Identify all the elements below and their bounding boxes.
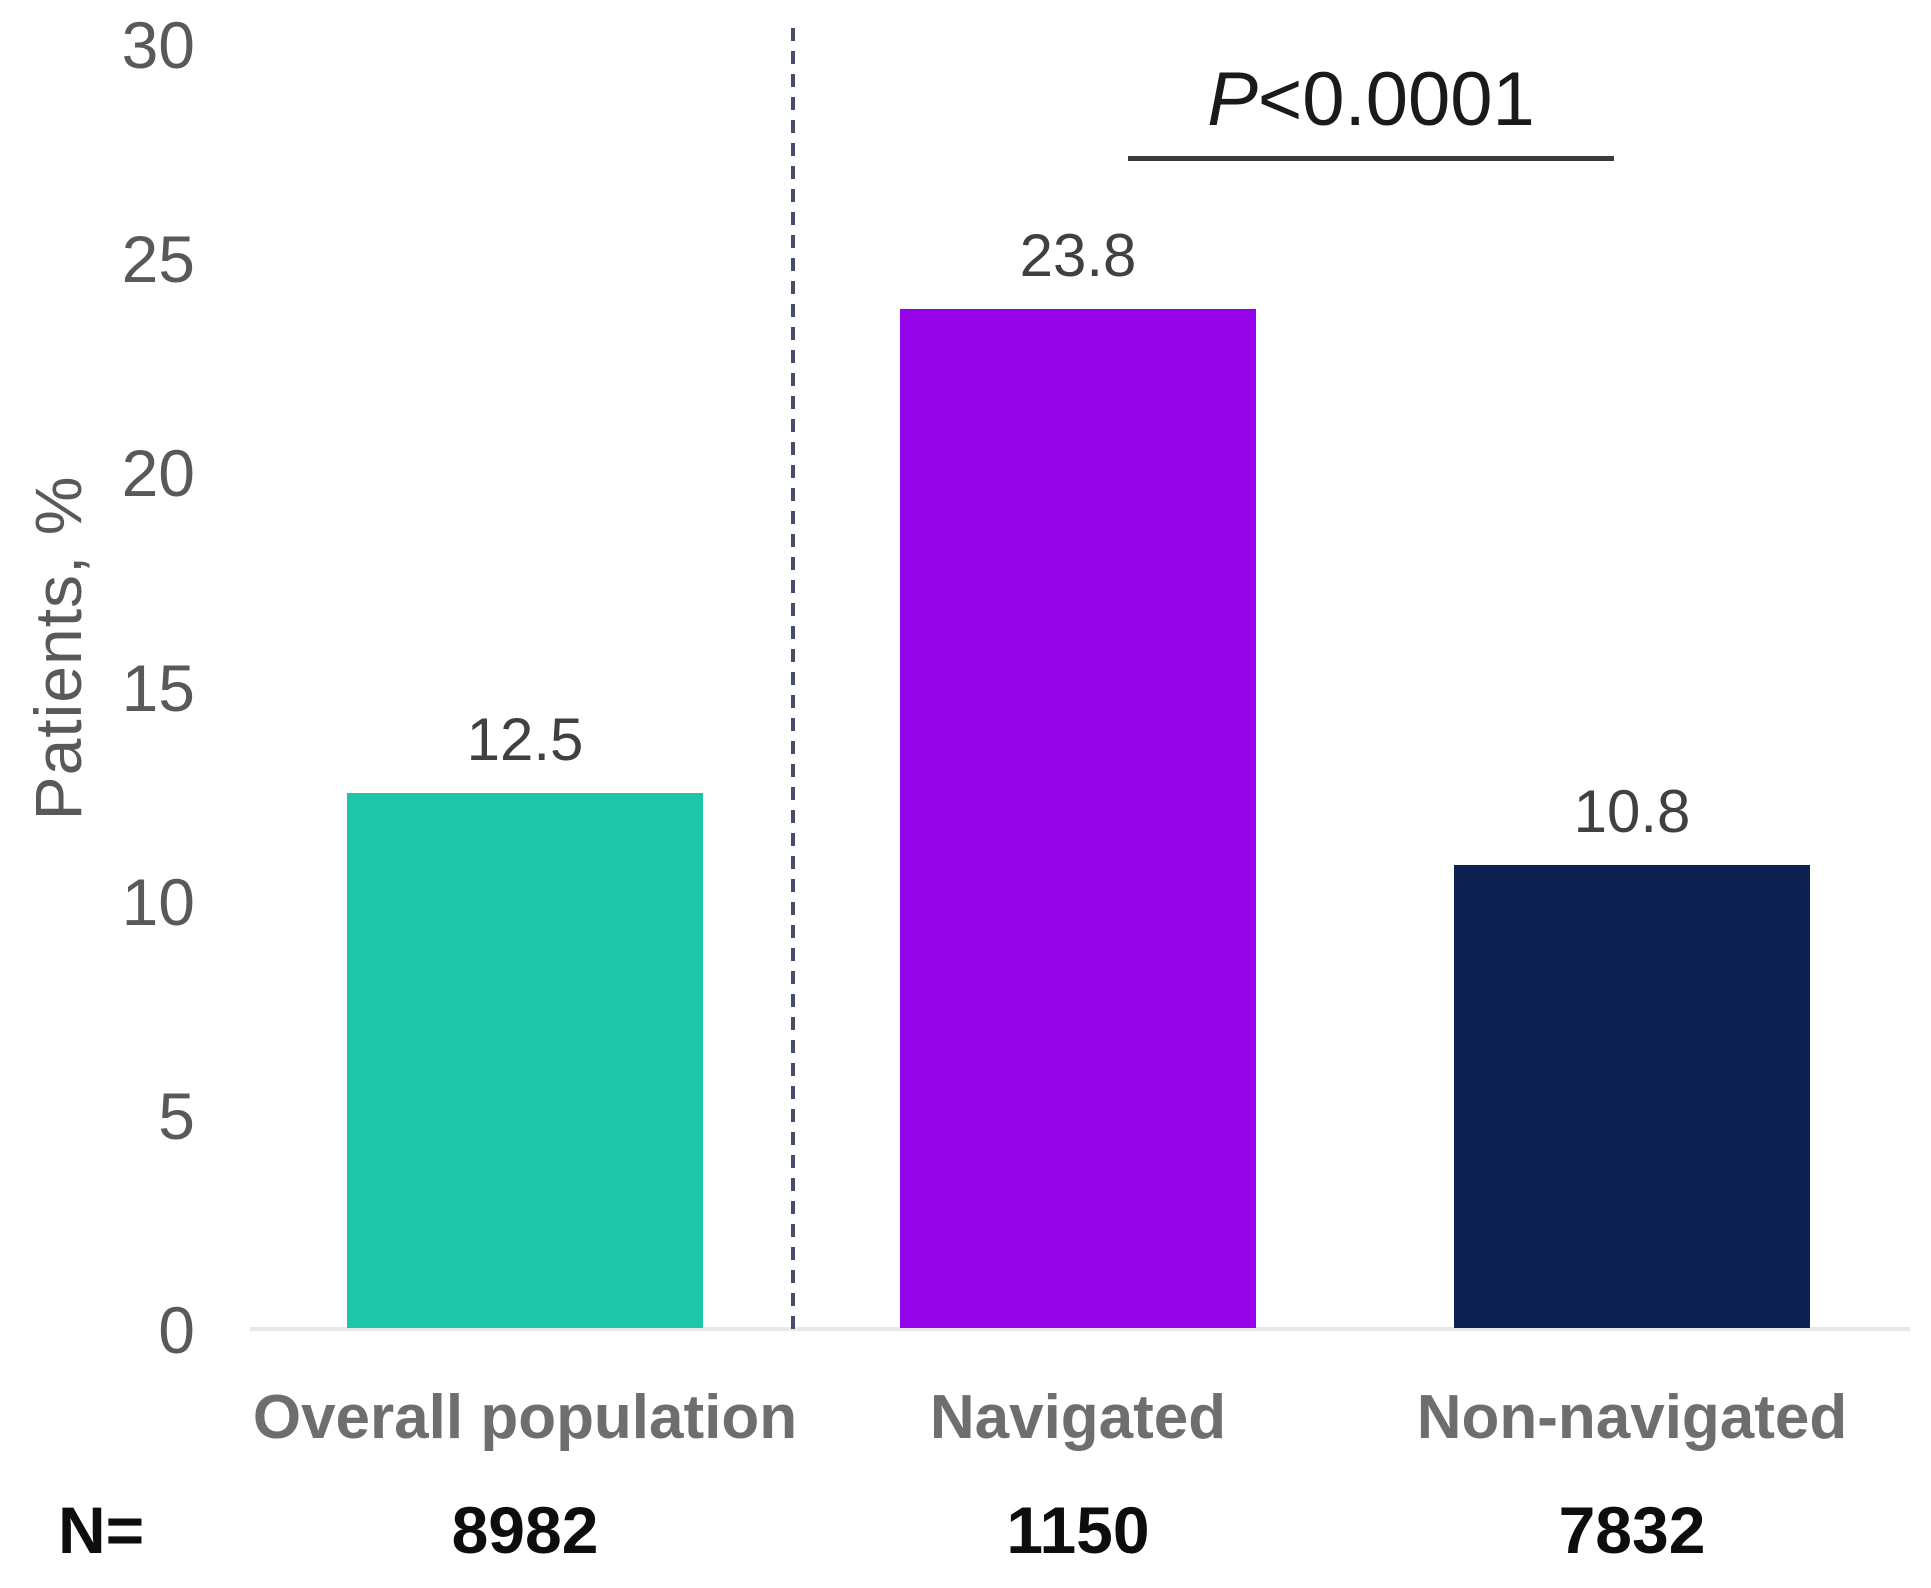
y-tick-label: 20 — [121, 436, 195, 510]
bar-group-overall-population: 12.5 — [347, 0, 703, 1328]
n-value-overall-population: 8982 — [451, 1493, 599, 1567]
y-tick-label: 5 — [158, 1079, 195, 1153]
n-value-navigated: 1150 — [1006, 1493, 1150, 1567]
p-value-label: P<0.0001 — [1207, 48, 1535, 152]
plot-area: P<0.0001 12.5 23.8 10.8 — [250, 0, 1910, 1331]
significance-line — [1128, 156, 1614, 161]
p-value-symbol: P — [1207, 57, 1258, 142]
bar-group-non-navigated: 10.8 — [1454, 0, 1810, 1328]
bar-overall-population — [347, 793, 703, 1328]
y-tick-label: 15 — [121, 651, 195, 725]
bar-value-label: 10.8 — [1573, 778, 1691, 845]
x-axis-line — [250, 1327, 1910, 1331]
y-tick-label: 30 — [121, 8, 195, 82]
n-value-non-navigated: 7832 — [1558, 1493, 1706, 1567]
bar-value-label: 12.5 — [466, 706, 584, 773]
bar-group-navigated: 23.8 — [900, 0, 1256, 1328]
category-label-non-navigated: Non-navigated — [1416, 1383, 1848, 1452]
category-label-overall-population: Overall population — [252, 1383, 798, 1452]
n-equals-label: N= — [58, 1493, 145, 1567]
bar-non-navigated — [1454, 865, 1810, 1328]
sample-size-row: N= 8982 1150 7832 — [0, 1492, 1931, 1582]
significance-annotation: P<0.0001 — [1128, 48, 1614, 161]
y-tick-label: 25 — [121, 222, 195, 296]
category-label-navigated: Navigated — [929, 1383, 1227, 1452]
dashed-divider-line — [791, 28, 795, 1330]
y-tick-label: 0 — [158, 1293, 195, 1367]
bar-navigated — [900, 309, 1256, 1328]
p-value-text: <0.0001 — [1257, 57, 1535, 142]
y-tick-label: 10 — [121, 865, 195, 939]
bar-value-label: 23.8 — [1019, 222, 1137, 289]
